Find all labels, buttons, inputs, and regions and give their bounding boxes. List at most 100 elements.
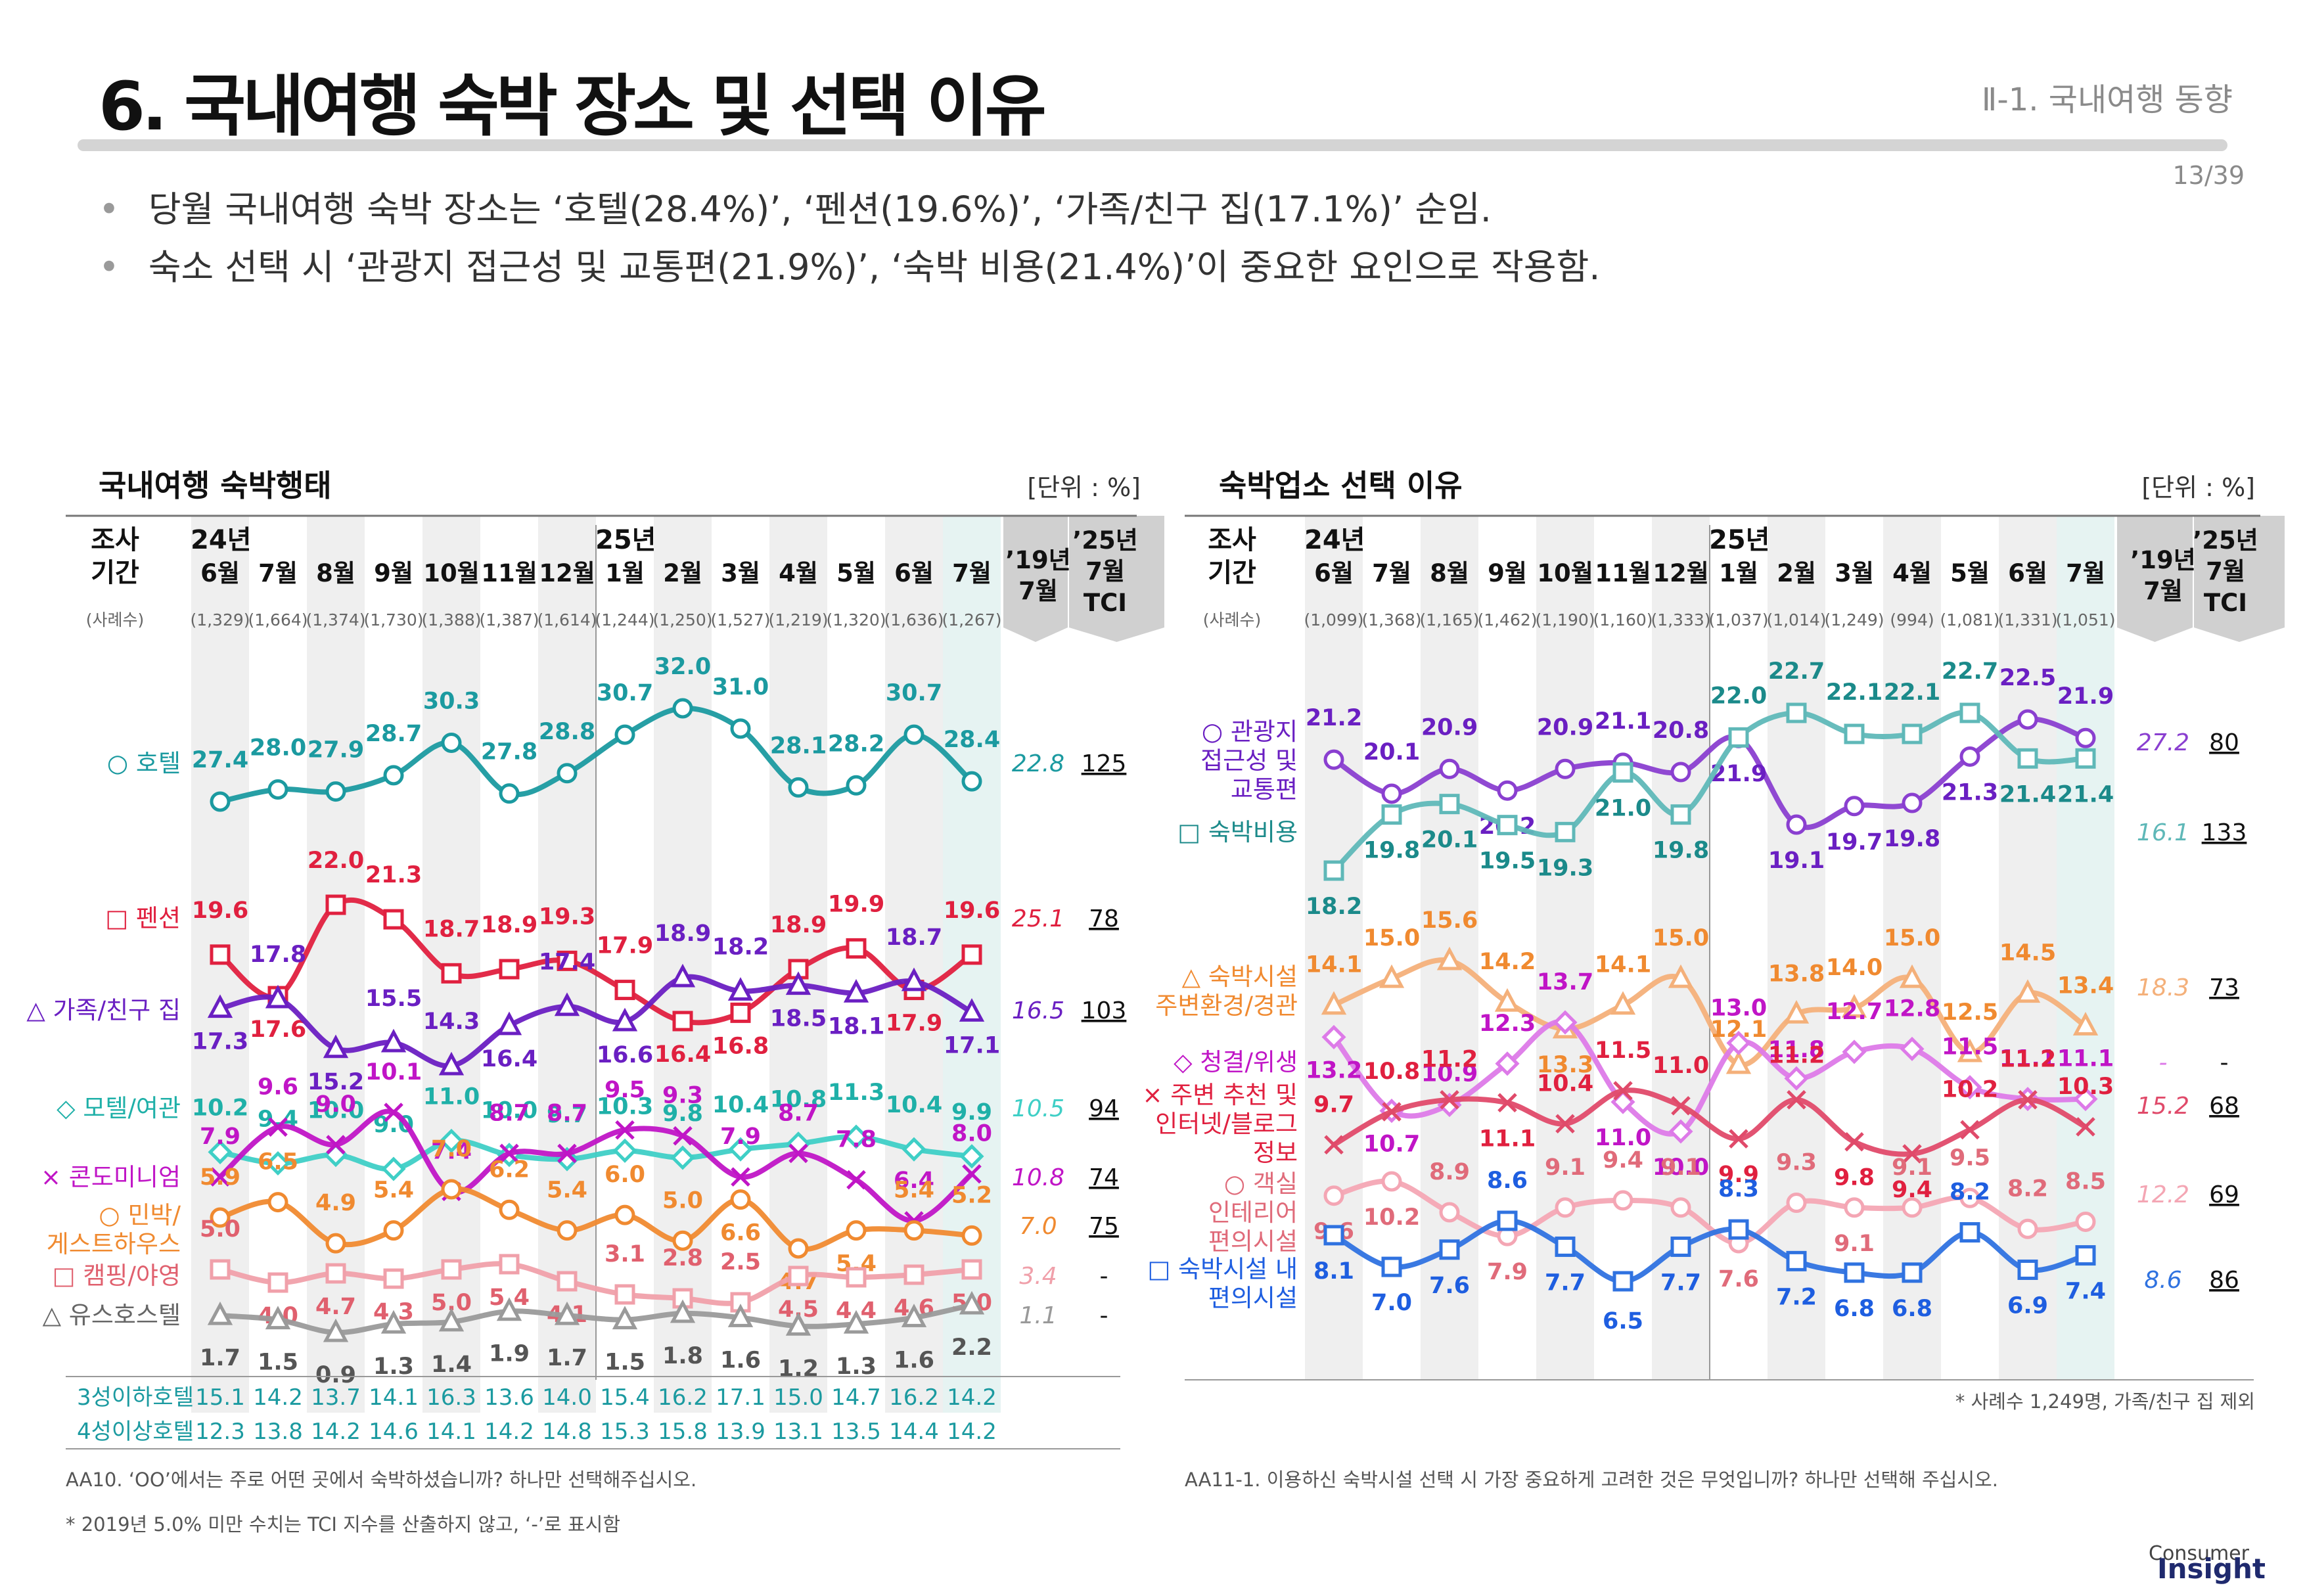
tci-value: 86	[2209, 1267, 2239, 1294]
data-point-marker	[1899, 964, 1925, 988]
data-label: 14.2	[1479, 949, 1536, 975]
data-label: 6.5	[258, 1149, 298, 1175]
sample-note-right: * 사례수 1,249명, 가족/친구 집 제외	[1955, 1390, 2255, 1413]
data-label: 8.7	[547, 1100, 587, 1126]
data-label: 1.6	[720, 1347, 761, 1373]
data-label: 5.2	[951, 1182, 992, 1208]
series-label: × 주변 추천 및	[1143, 1081, 1298, 1109]
data-label: 1.3	[373, 1354, 414, 1380]
data-label: 20.8	[1653, 718, 1709, 744]
header-label-2: 기간	[91, 558, 139, 588]
data-point-marker	[901, 1304, 927, 1327]
month-label: 2월	[663, 559, 702, 587]
data-point-marker	[1323, 860, 1344, 881]
data-point-marker	[267, 1272, 288, 1293]
data-label: 12.5	[1942, 999, 1998, 1026]
ref-header-2: 7월	[2143, 577, 2183, 605]
data-label: 11.0	[1595, 1125, 1651, 1151]
data-label: 8.3	[1718, 1176, 1759, 1202]
data-label: 19.3	[539, 903, 595, 930]
tci-value: 133	[2202, 819, 2247, 846]
data-point-marker	[554, 1301, 580, 1325]
tci-value: 73	[2209, 974, 2239, 1001]
data-point-marker	[1957, 1038, 1983, 1062]
series-label: ○ 호텔	[107, 749, 181, 777]
data-label: 9.1	[1892, 1154, 1932, 1181]
series-label: 게스트하우스	[47, 1230, 181, 1258]
data-label: 15.2	[308, 1069, 364, 1095]
month-label: 10월	[1537, 559, 1593, 587]
data-point-marker	[441, 732, 462, 753]
data-label: 28.2	[828, 731, 884, 757]
series-label: 접근성 및	[1200, 746, 1298, 775]
ref-2019-value: 22.8	[1012, 750, 1064, 777]
data-label: 27.8	[481, 739, 537, 765]
month-label: 9월	[374, 559, 413, 587]
sub-row-label: 3성이하호텔	[77, 1384, 194, 1411]
data-point-marker	[1612, 1190, 1633, 1211]
data-label: 7.6	[1718, 1266, 1759, 1292]
sub-row-value: 15.8	[658, 1419, 708, 1445]
data-point-marker	[727, 1304, 754, 1327]
data-point-marker	[1555, 821, 1576, 842]
data-point-marker	[210, 791, 231, 812]
sub-row-value: 14.8	[542, 1419, 592, 1445]
data-label: 8.2	[2007, 1175, 2048, 1202]
sub-row-value: 14.2	[484, 1419, 534, 1445]
data-label: 9.9	[1718, 1162, 1759, 1188]
data-label: 0.9	[315, 1362, 356, 1388]
series-label: 편의시설	[1208, 1284, 1298, 1312]
data-point-marker	[614, 980, 635, 1001]
data-point-marker	[441, 1259, 462, 1280]
month-label: 7월	[258, 559, 298, 587]
tci-header-1: ’25년	[1072, 526, 1138, 555]
summary-bullet-2: • 숙소 선택 시 ‘관광지 접근성 및 교통편(21.9%)’, ‘숙박 비용(…	[99, 238, 1600, 290]
data-label: 11.5	[1942, 1034, 1998, 1060]
data-point-marker	[1842, 1039, 1867, 1064]
data-label: 21.3	[1942, 779, 1998, 806]
data-point-marker	[1959, 702, 1980, 723]
data-point-marker	[207, 1301, 233, 1325]
data-point-marker	[1844, 1197, 1865, 1218]
year-label-24: 24년	[1304, 525, 1365, 555]
data-label: 18.5	[770, 1006, 827, 1032]
data-label: 27.9	[308, 737, 364, 764]
data-label: 11.1	[1479, 1126, 1536, 1152]
year-label-25: 25년	[1709, 525, 1769, 555]
data-point-marker	[1960, 1120, 1980, 1140]
data-label: 6.5	[1603, 1308, 1643, 1334]
series-label: ○ 객실	[1224, 1170, 1298, 1198]
data-point-marker	[727, 977, 754, 1001]
month-label: 11월	[1595, 559, 1651, 587]
data-label: 5.4	[894, 1177, 934, 1204]
data-label: 11.0	[1653, 1053, 1709, 1079]
data-point-marker	[381, 1156, 406, 1181]
month-label: 6월	[200, 559, 240, 587]
data-point-marker	[959, 1144, 984, 1169]
sample-size: (1,387)	[479, 610, 539, 629]
sample-size: (1,165)	[1419, 610, 1479, 629]
data-label: 6.4	[894, 1168, 934, 1194]
data-point-marker	[326, 1135, 346, 1154]
series-label: 인터넷/블로그	[1155, 1110, 1298, 1138]
data-label: 30.3	[423, 688, 480, 714]
data-label: 10.4	[1537, 1070, 1593, 1097]
tci-value: -	[1100, 1263, 1108, 1290]
data-point-marker	[903, 1220, 924, 1241]
chart-title: 숙박업소 선택 이유	[1219, 468, 1463, 503]
ref-2019-value: 7.0	[1019, 1213, 1057, 1240]
data-label: 7.9	[720, 1124, 761, 1150]
data-point-marker	[1844, 796, 1865, 817]
data-label: 14.3	[423, 1009, 480, 1035]
data-point-marker	[1670, 1236, 1691, 1257]
data-point-marker	[1784, 1066, 1809, 1091]
data-label: 21.4	[1999, 781, 2056, 808]
data-point-marker	[614, 1204, 635, 1225]
sample-size: (1,190)	[1535, 610, 1595, 629]
sub-row-value: 13.7	[311, 1384, 361, 1411]
data-label: 1.4	[431, 1352, 472, 1378]
data-label: 1.3	[836, 1354, 877, 1380]
sample-size: (1,037)	[1708, 610, 1768, 629]
data-label: 22.7	[1768, 658, 1825, 685]
